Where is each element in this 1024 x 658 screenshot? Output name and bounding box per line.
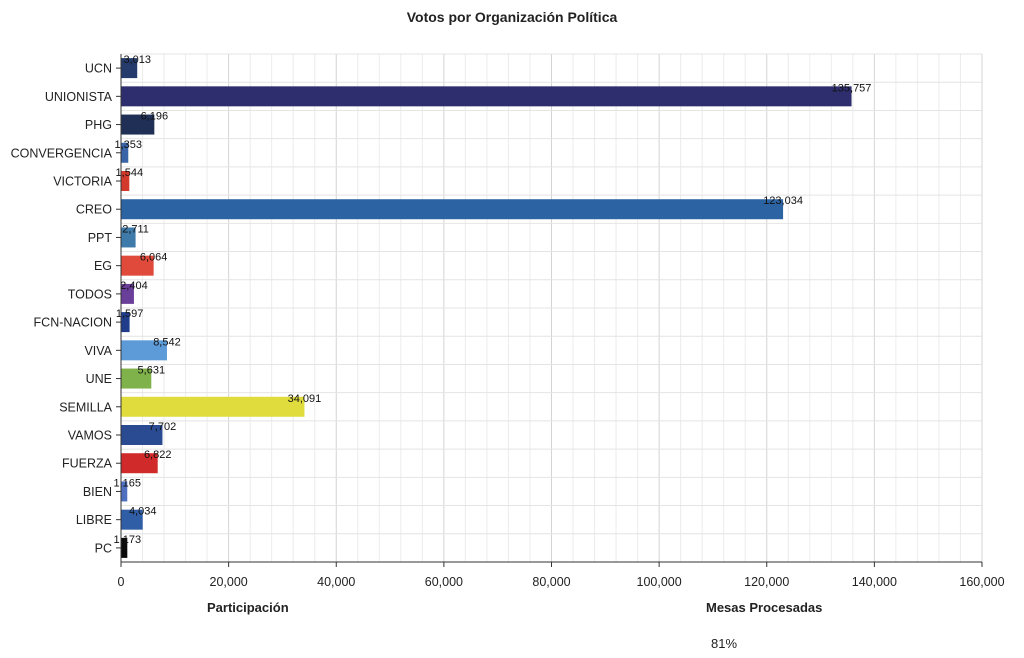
bar-pc	[121, 537, 128, 558]
category-label-fuerza: FUERZA	[62, 457, 113, 471]
value-label-convergencia: 1,353	[115, 139, 143, 151]
x-tick-label: 120,000	[744, 575, 789, 589]
value-label-eg: 6,064	[140, 252, 168, 264]
bar-ucn	[121, 58, 138, 79]
value-label-vamos: 7,702	[149, 421, 177, 433]
value-label-creo: 123,034	[763, 195, 803, 207]
x-tick-label: 40,000	[317, 575, 355, 589]
value-label-phg: 6,196	[141, 111, 169, 123]
category-label-fcn-nacion: FCN-NACION	[34, 316, 112, 330]
value-label-ppt: 2,711	[122, 223, 149, 235]
bar-fuerza	[121, 453, 158, 474]
category-label-une: UNE	[86, 372, 112, 386]
x-tick-label: 160,000	[959, 575, 1004, 589]
value-label-fcn-nacion: 1,597	[116, 308, 144, 320]
x-tick-label: 60,000	[425, 575, 463, 589]
category-label-ppt: PPT	[88, 231, 113, 245]
bar-chart: Votos por Organización Política UCN 3,013 U…	[11, 9, 1005, 589]
category-label-eg: EG	[94, 259, 112, 273]
x-tick-label: 80,000	[532, 575, 570, 589]
category-label-pc: PC	[95, 541, 112, 555]
value-label-semilla: 34,091	[288, 393, 322, 405]
bar-victoria	[121, 171, 130, 191]
x-tick-label: 20,000	[210, 575, 248, 589]
value-label-libre: 4,034	[129, 506, 157, 518]
category-label-creo: CREO	[76, 203, 112, 217]
value-label-une: 5,631	[138, 365, 166, 377]
category-label-todos: TODOS	[68, 287, 112, 301]
bar-une	[121, 368, 152, 389]
bar-vamos	[121, 425, 163, 445]
category-label-semilla: SEMILLA	[59, 400, 112, 414]
value-label-bien: 1,165	[114, 477, 142, 489]
category-label-ucn: UCN	[85, 62, 112, 76]
value-label-viva: 8,542	[153, 336, 181, 348]
category-label-victoria: VICTORIA	[53, 175, 112, 189]
bar-convergencia	[121, 142, 129, 163]
category-label-bien: BIEN	[83, 485, 112, 499]
bar-unionista	[121, 86, 852, 107]
x-tick-label: 140,000	[852, 575, 897, 589]
bar-libre	[121, 509, 143, 530]
bar-fcn-nacion	[121, 312, 130, 333]
category-label-phg: PHG	[85, 118, 112, 132]
bar-ppt	[121, 227, 136, 248]
category-label-unionista: UNIONISTA	[45, 90, 113, 104]
value-label-pc: 1,173	[114, 534, 142, 546]
value-label-unionista: 135,757	[832, 82, 872, 94]
bar-semilla	[121, 396, 305, 417]
value-label-victoria: 1,544	[116, 167, 144, 179]
bar-eg	[121, 255, 154, 276]
category-label-convergencia: CONVERGENCIA	[11, 146, 113, 160]
x-tick-label: 100,000	[637, 575, 682, 589]
value-label-fuerza: 6,822	[144, 449, 172, 461]
value-label-ucn: 3,013	[123, 54, 151, 66]
bar-creo	[121, 199, 784, 220]
value-label-todos: 2,404	[120, 280, 148, 292]
mesas-procesadas-value: 81%	[711, 636, 738, 651]
category-label-viva: VIVA	[84, 344, 112, 358]
participacion-label: Participación	[207, 600, 289, 615]
bar-bien	[121, 481, 128, 502]
bar-phg	[121, 114, 155, 135]
bar-todos	[121, 283, 134, 304]
x-tick-label: 0	[118, 575, 125, 589]
mesas-procesadas-label: Mesas Procesadas	[706, 600, 823, 615]
bar-viva	[121, 340, 167, 361]
category-label-vamos: VAMOS	[68, 429, 112, 443]
chart-title: Votos por Organización Política	[407, 9, 618, 25]
category-label-libre: LIBRE	[76, 513, 112, 527]
